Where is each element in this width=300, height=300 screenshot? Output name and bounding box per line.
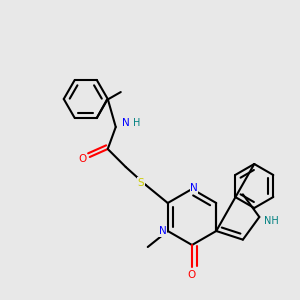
- Text: O: O: [188, 270, 196, 280]
- Text: S: S: [137, 178, 144, 188]
- Text: N: N: [122, 118, 130, 128]
- Text: N: N: [159, 226, 166, 236]
- Text: O: O: [79, 154, 87, 164]
- Text: N: N: [190, 183, 198, 193]
- Text: H: H: [133, 118, 140, 128]
- Text: NH: NH: [264, 216, 279, 226]
